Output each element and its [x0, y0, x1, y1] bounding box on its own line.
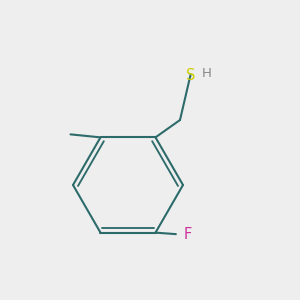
Text: H: H — [202, 67, 212, 80]
Text: F: F — [183, 226, 191, 242]
Text: S: S — [186, 68, 195, 82]
